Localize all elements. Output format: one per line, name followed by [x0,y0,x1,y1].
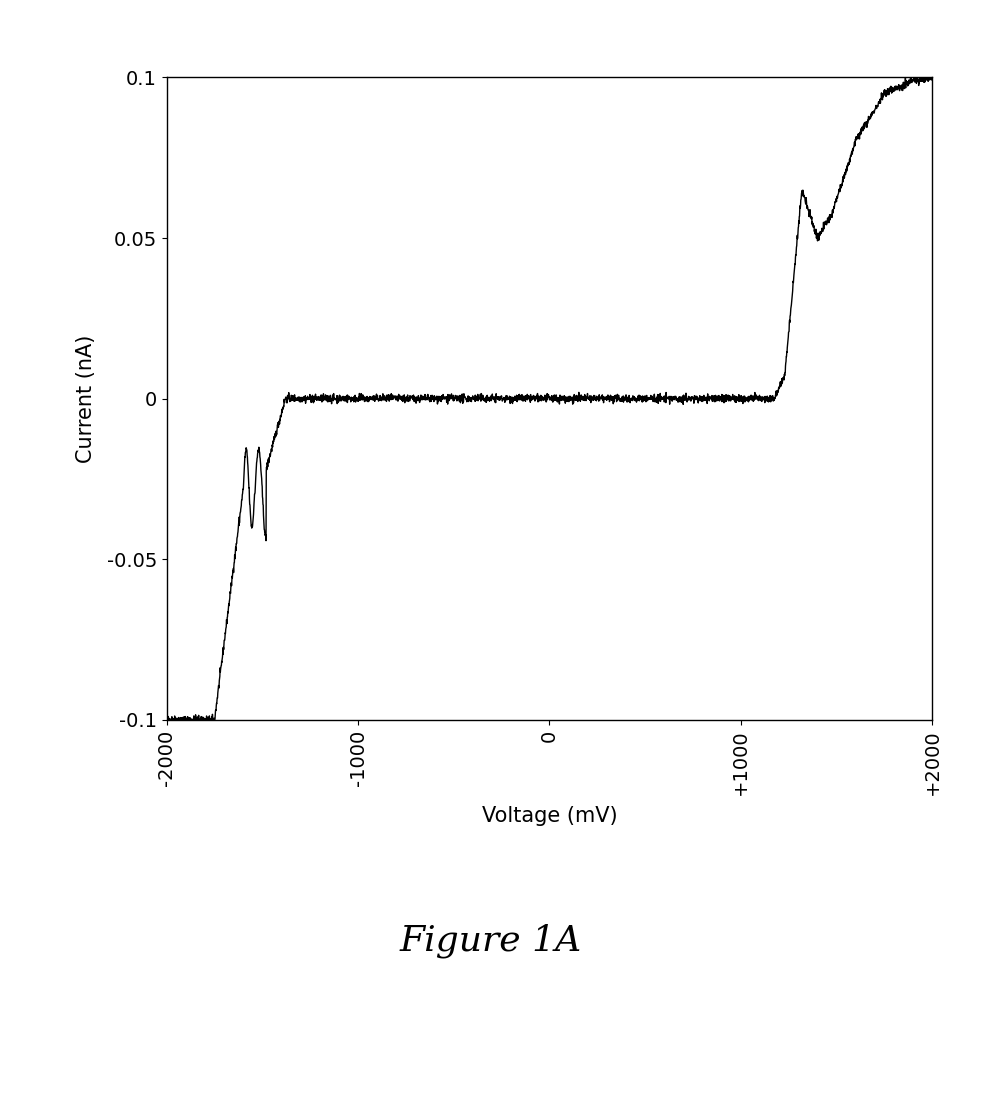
X-axis label: Voltage (mV): Voltage (mV) [482,806,617,826]
Text: Figure 1A: Figure 1A [399,923,582,959]
Y-axis label: Current (nA): Current (nA) [76,334,95,463]
